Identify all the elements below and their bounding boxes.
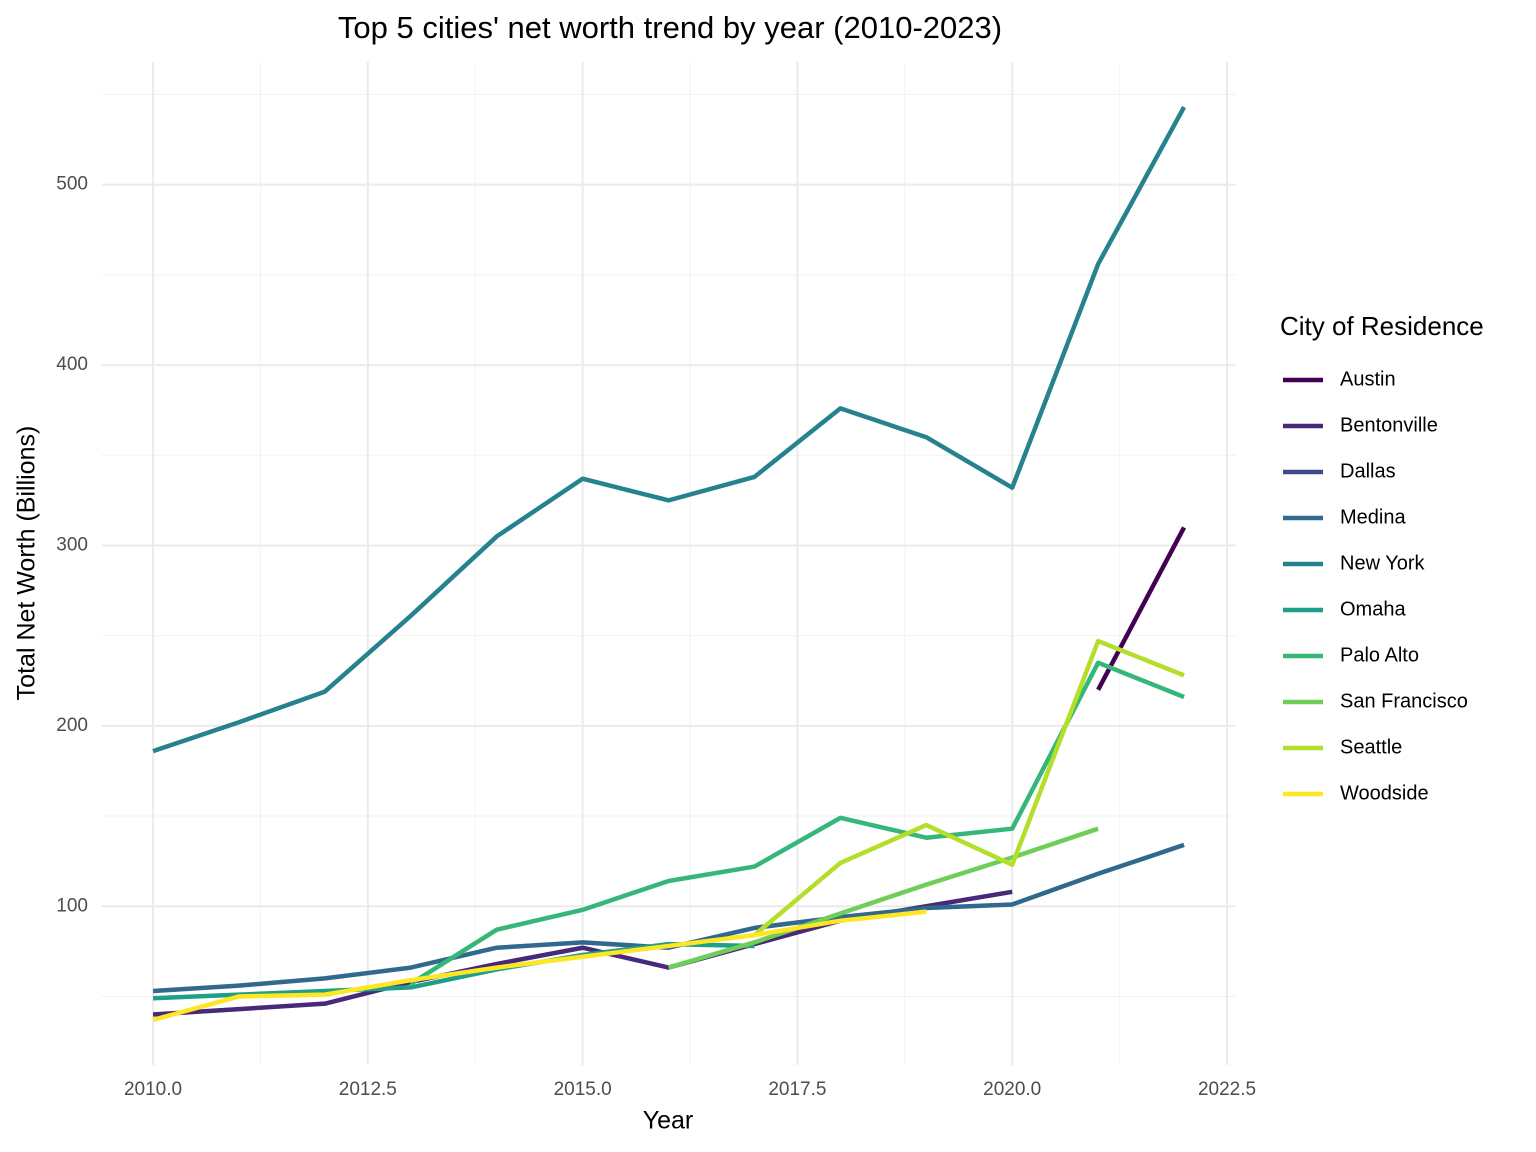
series-line (1096, 526, 1187, 691)
legend-label: Palo Alto (1340, 644, 1419, 666)
x-axis-title: Year (643, 1107, 694, 1135)
legend-label: San Francisco (1340, 690, 1468, 712)
grid: 100 200 300 400 500 2010.0 2012.5 2015.0 2017.5 2… (56, 62, 1256, 1100)
series-line (667, 826, 1099, 970)
x-tick-label: 2017.5 (768, 1079, 826, 1100)
x-tick-label: 2012.5 (339, 1079, 397, 1100)
legend-label: Austin (1340, 368, 1396, 390)
series-line (152, 909, 927, 1023)
legend: Austin Bentonville Dallas Medina New York Oma… (1283, 368, 1468, 804)
legend-label: Seattle (1340, 736, 1402, 758)
y-tick-label: 400 (56, 354, 88, 375)
x-tick-label: 2020.0 (983, 1079, 1041, 1100)
series-line (152, 106, 1187, 754)
chart-title: Top 5 cities' net worth trend by year (2… (338, 10, 1002, 45)
legend-title: City of Residence (1280, 311, 1484, 341)
legend-label: Omaha (1340, 598, 1406, 620)
plot-area (152, 106, 1187, 1023)
legend-label: New York (1340, 552, 1425, 574)
x-tick-label: 2022.5 (1198, 1079, 1256, 1100)
series-line (753, 638, 1185, 937)
y-tick-label: 100 (56, 895, 88, 916)
y-tick-label: 300 (56, 534, 88, 555)
legend-label: Woodside (1340, 782, 1429, 804)
y-tick-label: 500 (56, 174, 88, 195)
legend-label: Medina (1340, 506, 1406, 528)
series-line (409, 660, 1185, 986)
x-tick-label: 2015.0 (554, 1079, 612, 1100)
x-tick-label: 2010.0 (124, 1079, 182, 1100)
legend-label: Bentonville (1340, 414, 1438, 436)
y-axis-title: Total Net Worth (Billions) (13, 426, 41, 701)
legend-label: Dallas (1340, 460, 1396, 482)
y-tick-label: 200 (56, 715, 88, 736)
